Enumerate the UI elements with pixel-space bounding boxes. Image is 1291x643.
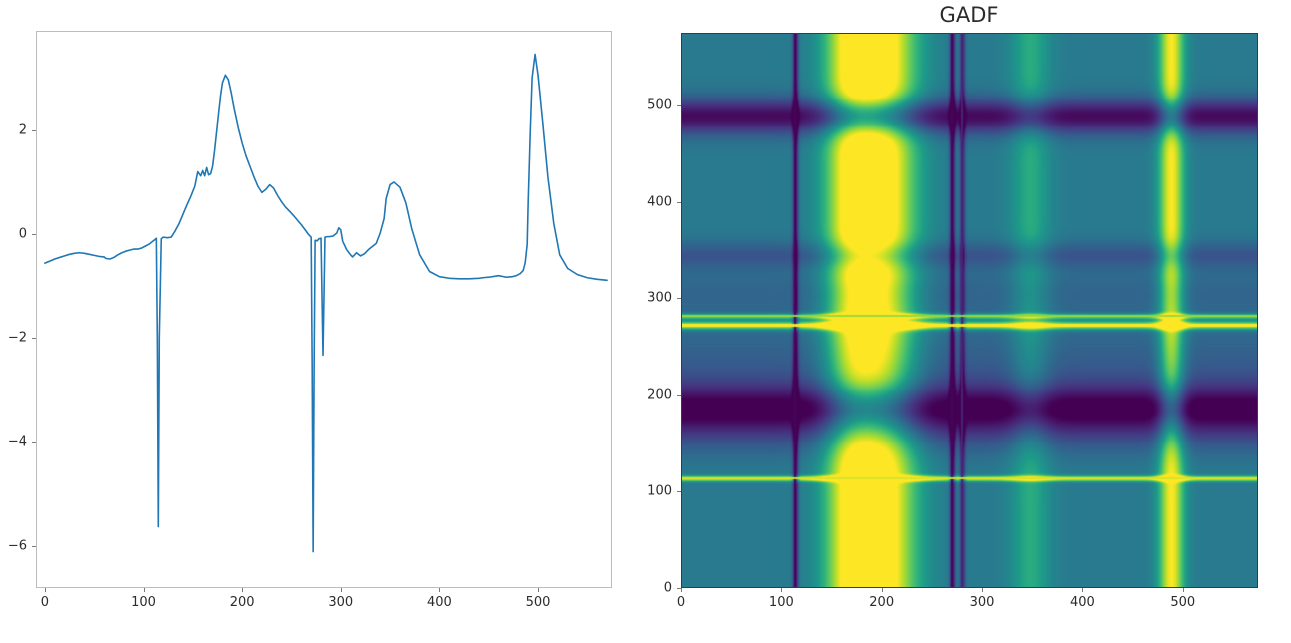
heatmap-x-tick-mark-100	[781, 588, 783, 592]
heatmap-x-tick-label-0: 0	[676, 595, 686, 610]
heatmap-frame	[681, 33, 1258, 588]
y-tick-mark--6	[32, 546, 36, 548]
gadf-title: GADF	[939, 3, 999, 27]
x-tick-mark-200	[242, 588, 244, 592]
raw-series-plot	[36, 31, 612, 588]
heatmap-y-tick-mark-0	[677, 588, 681, 589]
x-tick-label-100: 100	[131, 595, 156, 610]
x-tick-mark-400	[439, 588, 441, 592]
heatmap-x-tick-mark-200	[881, 588, 883, 592]
x-tick-label-400: 400	[426, 595, 452, 610]
x-tick-label-300: 300	[328, 595, 354, 610]
line-plot-frame	[36, 31, 612, 588]
heatmap-y-tick-label-400: 400	[647, 194, 672, 210]
heatmap-x-tick-mark-400	[1082, 588, 1084, 592]
x-tick-mark-100	[143, 588, 145, 592]
x-tick-mark-0	[44, 588, 46, 592]
heatmap-y-tick-label-500: 500	[647, 97, 672, 113]
heatmap-x-tick-label-500: 500	[1170, 595, 1196, 610]
x-tick-label-200: 200	[229, 595, 255, 610]
y-tick-mark-0	[32, 234, 36, 236]
y-tick-label--6: −6	[7, 538, 27, 554]
heatmap-x-tick-label-200: 200	[869, 595, 895, 610]
heatmap-y-tick-mark-400	[677, 201, 681, 203]
gadf-image	[681, 33, 1258, 588]
y-tick-mark-2	[32, 129, 36, 131]
y-tick-mark--4	[32, 442, 36, 444]
y-tick-label-0: 0	[18, 226, 27, 242]
heatmap-y-tick-label-100: 100	[647, 483, 672, 499]
heatmap-y-tick-mark-500	[677, 105, 681, 107]
heatmap-x-tick-mark-500	[1182, 588, 1184, 592]
gadf-heatmap	[681, 33, 1258, 588]
x-tick-label-0: 0	[40, 595, 50, 610]
y-tick-label-2: 2	[18, 122, 27, 138]
x-tick-label-500: 500	[525, 595, 551, 610]
heatmap-y-tick-label-300: 300	[647, 290, 672, 306]
heatmap-x-tick-label-300: 300	[969, 595, 995, 610]
heatmap-x-tick-mark-0	[681, 588, 682, 592]
x-tick-mark-300	[340, 588, 342, 592]
heatmap-y-tick-mark-100	[677, 491, 681, 493]
line-series-svg	[44, 53, 608, 553]
heatmap-y-tick-label-200: 200	[647, 387, 672, 403]
heatmap-y-tick-label-0: 0	[663, 580, 672, 596]
heatmap-y-tick-mark-300	[677, 298, 681, 300]
heatmap-x-tick-mark-300	[982, 588, 984, 592]
heatmap-x-tick-label-400: 400	[1069, 595, 1095, 610]
heatmap-y-tick-mark-200	[677, 394, 681, 396]
y-tick-label--2: −2	[7, 330, 27, 346]
y-tick-mark--2	[32, 338, 36, 340]
signal-line	[44, 53, 608, 553]
y-tick-label--4: −4	[7, 434, 27, 450]
heatmap-x-tick-label-100: 100	[768, 595, 794, 610]
x-tick-mark-500	[538, 588, 540, 592]
